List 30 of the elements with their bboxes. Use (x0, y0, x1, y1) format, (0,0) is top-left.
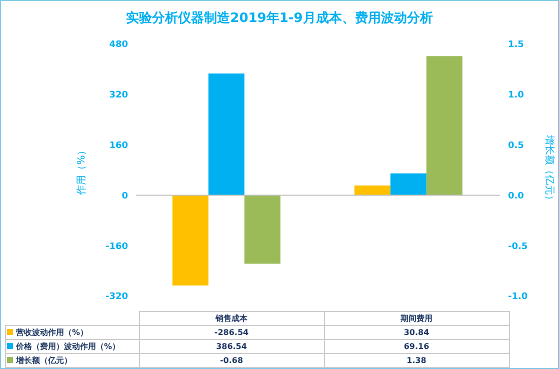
legend-label: 价格（费用）波动作用（%） (6, 340, 139, 354)
data-label: 386.54 (139, 340, 324, 354)
y-tick-label: 160 (109, 140, 128, 151)
bar (354, 185, 390, 196)
y-tick-label: 320 (109, 90, 128, 101)
y2-tick-label: 1.5 (508, 40, 524, 50)
y-tick-label: 0 (122, 191, 128, 202)
bar (390, 173, 426, 196)
y2-axis-title: 增长额（亿元） (543, 134, 556, 205)
data-label: 30.84 (324, 326, 509, 340)
data-label: -286.54 (139, 326, 324, 340)
y2-tick-label: -0.5 (508, 242, 528, 252)
bar (172, 195, 208, 286)
y-tick-label: -160 (105, 242, 128, 252)
y-tick-label: 480 (109, 40, 128, 50)
x-tick-label: 销售成本 (139, 312, 324, 326)
data-label: 1.38 (324, 354, 509, 368)
data-label: -0.68 (139, 354, 324, 368)
y2-tick-label: 0.5 (508, 140, 524, 151)
data-label: 69.16 (324, 340, 509, 354)
chart-title: 实验分析仪器制造2019年1-9月成本、费用波动分析 (125, 10, 434, 28)
y-tick-label: -320 (105, 292, 128, 302)
y2-tick-label: -1.0 (508, 292, 528, 302)
y-axis-title: 作用（%） (76, 145, 88, 196)
x-tick-label: 期间费用 (324, 312, 509, 326)
y2-tick-label: 0.0 (508, 191, 524, 202)
legend-label: 增长额（亿元） (6, 354, 139, 368)
legend-label: 营收波动作用（%） (6, 326, 139, 340)
y2-tick-label: 1.0 (508, 90, 524, 101)
bar (208, 73, 244, 196)
